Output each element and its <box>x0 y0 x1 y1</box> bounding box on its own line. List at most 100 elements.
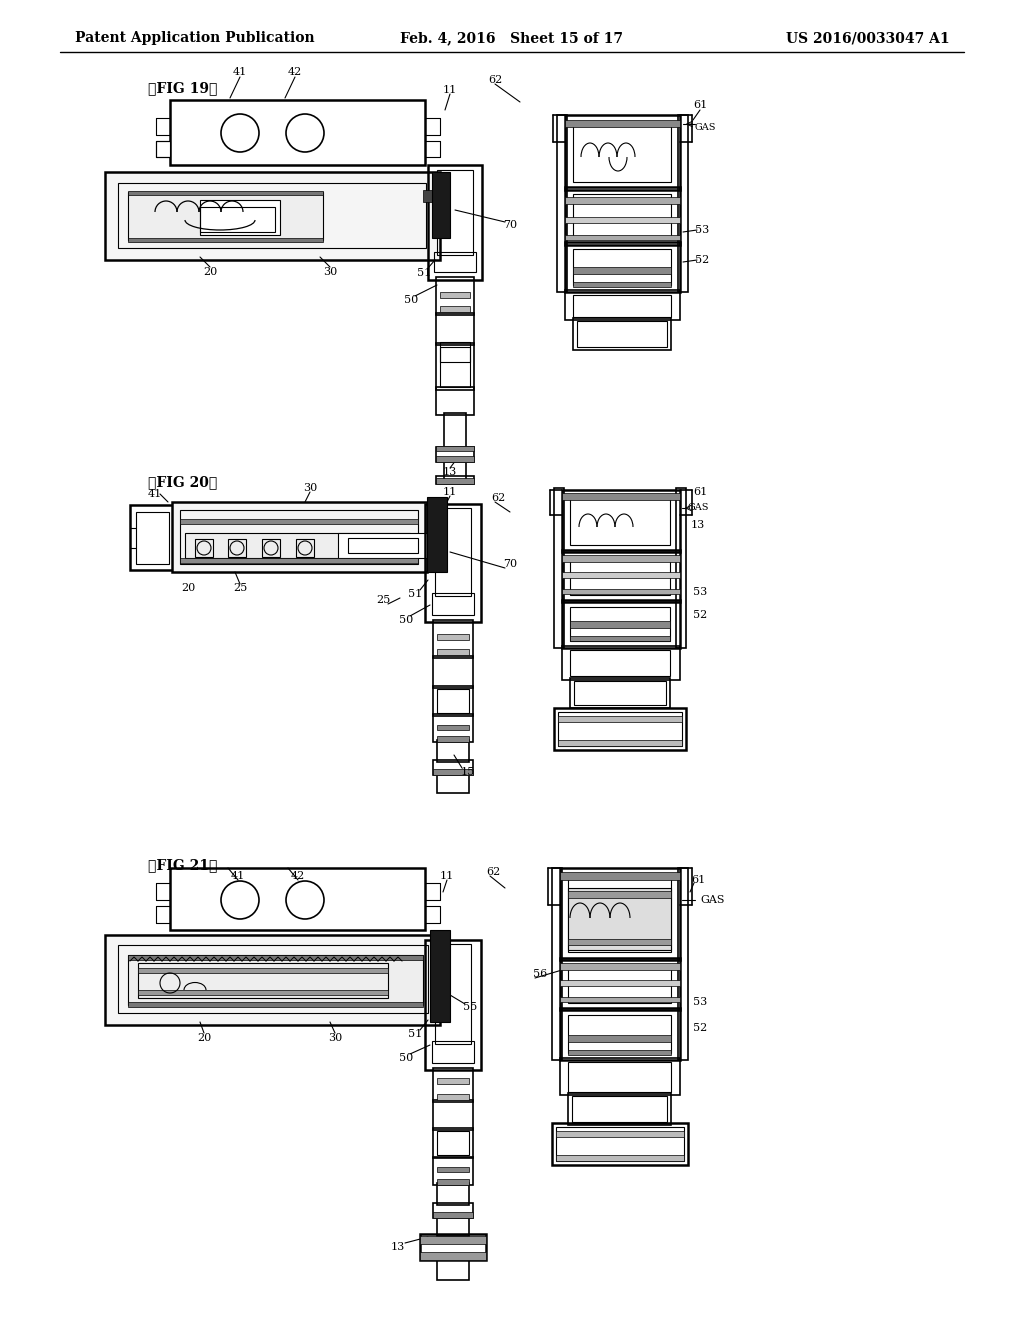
Bar <box>420 1234 486 1261</box>
Bar <box>437 689 469 713</box>
Bar <box>570 649 670 676</box>
Bar <box>432 593 474 615</box>
Bar <box>433 1203 473 1218</box>
Text: 53: 53 <box>693 587 708 597</box>
Bar <box>138 990 388 995</box>
Bar <box>568 1093 671 1125</box>
Bar <box>185 533 410 558</box>
Bar <box>562 645 680 680</box>
Bar <box>172 502 427 572</box>
Bar <box>565 197 680 205</box>
Bar <box>560 1059 680 1096</box>
Bar <box>430 931 450 1022</box>
Bar <box>433 1212 473 1218</box>
Bar <box>562 550 680 602</box>
Text: 56: 56 <box>532 969 547 979</box>
Bar <box>560 979 680 986</box>
Bar <box>577 321 667 347</box>
Bar <box>437 649 469 655</box>
Bar <box>436 387 474 414</box>
Text: 11: 11 <box>440 871 454 880</box>
Bar <box>444 413 466 450</box>
Bar <box>433 686 473 715</box>
Bar <box>200 207 275 232</box>
Bar <box>562 492 680 500</box>
Bar <box>570 620 670 628</box>
Bar <box>558 741 682 746</box>
Bar <box>565 120 680 127</box>
Bar <box>435 508 471 597</box>
Bar <box>432 172 450 238</box>
Bar <box>568 875 671 952</box>
Bar <box>557 115 567 292</box>
Text: 52: 52 <box>693 610 708 620</box>
Text: 52: 52 <box>695 255 710 265</box>
Bar <box>128 238 323 242</box>
Bar <box>568 1015 671 1053</box>
Bar <box>554 708 686 750</box>
Bar <box>105 172 440 260</box>
Text: 51: 51 <box>408 589 422 599</box>
Text: 【FIG 20】: 【FIG 20】 <box>148 475 217 488</box>
Bar <box>228 539 246 557</box>
Bar <box>156 141 170 157</box>
Bar <box>565 115 680 190</box>
Bar <box>440 347 470 387</box>
Text: 13: 13 <box>691 520 706 531</box>
Bar <box>433 770 473 775</box>
Text: 52: 52 <box>693 1023 708 1034</box>
Text: 62: 62 <box>487 75 502 84</box>
Bar <box>420 1236 486 1243</box>
Bar <box>437 1167 469 1172</box>
Bar <box>436 477 474 484</box>
Bar <box>565 242 680 292</box>
Bar <box>138 968 388 973</box>
Bar <box>128 954 423 1005</box>
Bar <box>432 1041 474 1063</box>
Bar <box>425 940 481 1071</box>
Bar <box>437 1179 469 1185</box>
Bar <box>425 504 481 622</box>
Bar <box>433 620 473 657</box>
Text: 20: 20 <box>197 1034 211 1043</box>
Text: US 2016/0033047 A1: US 2016/0033047 A1 <box>786 30 950 45</box>
Bar <box>138 964 388 998</box>
Bar <box>437 1094 469 1100</box>
Text: 13: 13 <box>442 467 457 477</box>
Bar <box>437 725 469 730</box>
Text: 70: 70 <box>503 558 517 569</box>
Bar <box>437 1131 469 1155</box>
Bar <box>434 252 476 272</box>
Text: 41: 41 <box>230 871 245 880</box>
Text: 61: 61 <box>691 875 706 884</box>
Bar <box>262 539 280 557</box>
Bar <box>676 488 686 648</box>
Bar <box>170 100 425 165</box>
Bar <box>568 965 671 1003</box>
Bar <box>568 939 671 945</box>
Bar <box>568 1035 671 1041</box>
Bar <box>562 554 680 562</box>
Text: 41: 41 <box>232 67 247 77</box>
Bar <box>556 1131 684 1137</box>
Bar <box>570 607 670 642</box>
Bar <box>573 121 671 182</box>
Bar <box>433 714 473 742</box>
Bar <box>573 249 671 285</box>
Bar <box>436 446 474 451</box>
Text: 20: 20 <box>181 583 196 593</box>
Bar <box>558 715 682 722</box>
Bar <box>570 678 670 708</box>
Text: 53: 53 <box>693 997 708 1007</box>
Bar <box>560 1008 680 1060</box>
Bar <box>296 539 314 557</box>
Bar <box>570 636 670 642</box>
Text: GAS: GAS <box>687 503 709 512</box>
Bar <box>573 294 671 317</box>
Bar <box>128 1002 423 1007</box>
Bar <box>574 681 666 705</box>
Bar <box>573 267 671 275</box>
Bar <box>573 318 671 350</box>
Bar <box>562 601 680 648</box>
Bar <box>440 342 470 362</box>
